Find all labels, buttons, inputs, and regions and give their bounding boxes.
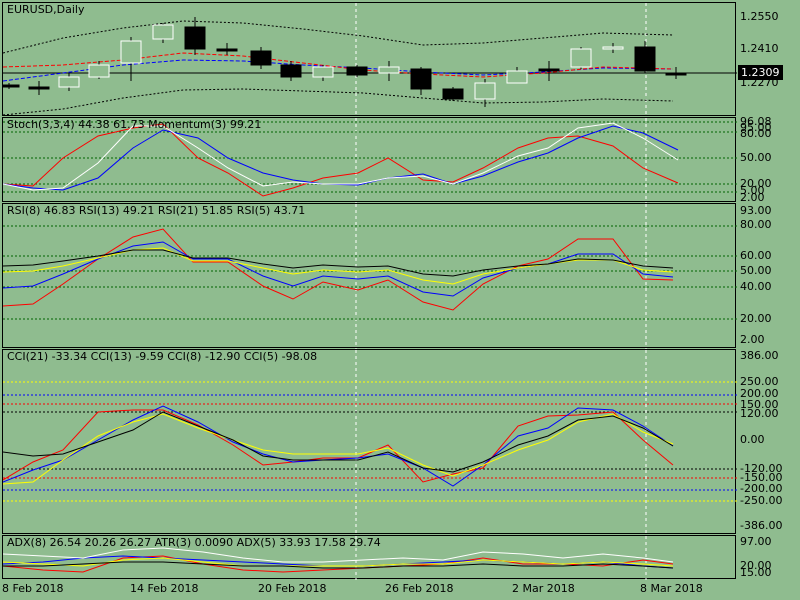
cci-tick: 0.00 [740, 433, 765, 446]
rsi-axis: 93.00 80.00 60.00 50.00 40.00 20.00 2.00 [736, 203, 800, 348]
candle-body [538, 68, 560, 72]
candle-body [152, 24, 174, 40]
rsi-pane[interactable]: RSI(8) 46.83 RSI(13) 49.21 RSI(21) 51.85… [2, 203, 737, 349]
x-date-label: 8 Feb 2018 [2, 582, 64, 595]
price-tick: 1.2410 [740, 42, 779, 55]
cci-tick: 250.00 [740, 375, 779, 388]
cci-title: CCI(21) -33.34 CCI(13) -9.59 CCI(8) -12.… [7, 350, 318, 363]
cci-axis: 386.00 250.00 200.00 150.00 120.00 0.00 … [736, 349, 800, 534]
stoch-svg [3, 118, 737, 203]
candle-body [216, 48, 238, 52]
rsi-tick: 60.00 [740, 249, 772, 262]
price-tick: 1.2550 [740, 10, 779, 23]
x-date-label: 20 Feb 2018 [258, 582, 327, 595]
candle-body [58, 76, 80, 88]
rsi-tick: 20.00 [740, 312, 772, 325]
candle-body [442, 88, 464, 100]
rsi-svg [3, 204, 737, 349]
adx-title: ADX(8) 26.54 20.26 26.27 ATR(3) 0.0090 A… [7, 536, 381, 549]
adx-axis: 97.00 20.00 15.00 [736, 535, 800, 579]
stoch-tick: 2.00 [740, 191, 765, 204]
candle-body [3, 84, 20, 88]
stoch-axis: 96.08 95.00 80.00 50.00 20.00 5.00 2.00 [736, 115, 800, 204]
candle-body [602, 46, 624, 50]
candle-body [120, 40, 142, 64]
cci-tick: -386.00 [740, 519, 783, 532]
chart-symbol-title: EURUSD,Daily [7, 3, 85, 16]
candle-body [506, 70, 528, 84]
current-price-tag: 1.2309 [738, 65, 783, 80]
candle-body [346, 66, 368, 76]
rsi-tick: 80.00 [740, 218, 772, 231]
candle-body [665, 72, 687, 76]
x-date-label: 26 Feb 2018 [385, 582, 454, 595]
candle-body [250, 50, 272, 66]
cci-tick: 120.00 [740, 407, 779, 420]
candle-body [634, 46, 656, 72]
candle-body [378, 66, 400, 74]
candle-body [184, 26, 206, 50]
price-axis: 1.2550 1.2410 1.2270 [736, 2, 800, 116]
cci-tick: 200.00 [740, 387, 779, 400]
x-date-label: 8 Mar 2018 [640, 582, 703, 595]
stoch-tick: 5.00 [740, 184, 765, 197]
stoch-tick: 96.08 [740, 115, 772, 128]
stoch-pane[interactable]: Stoch(3,3,4) 44.38 61.73 Momentum(3) 99.… [2, 117, 737, 203]
price-chart-pane[interactable]: EURUSD,Daily [2, 2, 737, 117]
stoch-title: Stoch(3,3,4) 44.38 61.73 Momentum(3) 99.… [7, 118, 262, 131]
adx-tick: 15.00 [740, 566, 772, 579]
candle-body [312, 66, 334, 78]
candle-body [570, 48, 592, 68]
candle-body [88, 64, 110, 78]
cci-tick: -120.00 [740, 462, 783, 475]
cci-svg [3, 350, 737, 535]
cci-pane[interactable]: CCI(21) -33.34 CCI(13) -9.59 CCI(8) -12.… [2, 349, 737, 535]
rsi-tick: 93.00 [740, 204, 772, 217]
candle-body [28, 86, 50, 90]
candle-body [410, 68, 432, 90]
rsi-title: RSI(8) 46.83 RSI(13) 49.21 RSI(21) 51.85… [7, 204, 306, 217]
adx-tick: 20.00 [740, 559, 772, 572]
candle-body [474, 82, 496, 100]
stoch-tick: 80.00 [740, 127, 772, 140]
adx-svg [3, 536, 674, 580]
stoch-tick: 95.00 [740, 121, 772, 134]
cci-tick: 386.00 [740, 349, 779, 362]
cci-tick: -200.00 [740, 482, 783, 495]
x-date-label: 2 Mar 2018 [512, 582, 575, 595]
stoch-tick: 20.00 [740, 177, 772, 190]
cci-tick: -250.00 [740, 494, 783, 507]
adx-tick: 97.00 [740, 535, 772, 548]
adx-pane[interactable]: ADX(8) 26.54 20.26 26.27 ATR(3) 0.0090 A… [2, 535, 736, 580]
stoch-tick: 50.00 [740, 151, 772, 164]
candle-body [280, 64, 302, 78]
rsi-tick: 50.00 [740, 264, 772, 277]
cci-tick: -150.00 [740, 471, 783, 484]
x-date-label: 14 Feb 2018 [130, 582, 199, 595]
cci-tick: 150.00 [740, 398, 779, 411]
price-chart-svg [3, 3, 737, 117]
rsi-tick: 40.00 [740, 280, 772, 293]
rsi-tick: 2.00 [740, 333, 765, 346]
